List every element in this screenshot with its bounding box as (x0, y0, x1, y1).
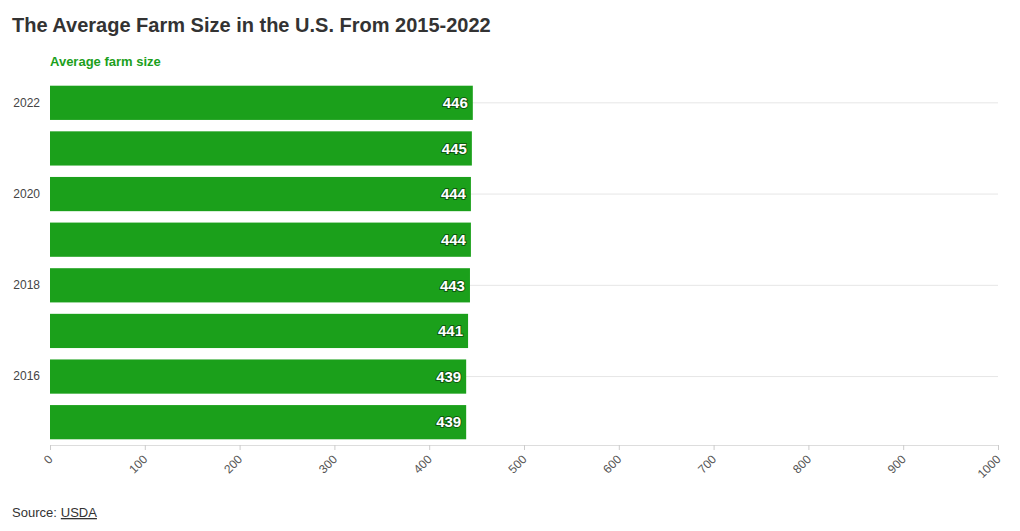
x-tick: 400 (411, 445, 435, 476)
x-tick-label: 0 (41, 452, 56, 467)
title: The Average Farm Size in the U.S. From 2… (12, 14, 491, 36)
y-tick-label: 2018 (13, 278, 40, 292)
x-tick-label: 1000 (975, 452, 1004, 481)
y-tick: 2016 (13, 369, 40, 383)
source-link[interactable]: USDA (61, 505, 97, 520)
data-label: 444 (441, 231, 467, 248)
chart: The Average Farm Size in the U.S. From 2… (0, 0, 1020, 531)
data-label: 445 (442, 140, 467, 157)
bars (50, 86, 473, 440)
bar (50, 359, 466, 393)
x-tick: 900 (885, 445, 909, 476)
bar (50, 223, 471, 257)
x-tick-label: 100 (126, 452, 150, 476)
x-tick-label: 300 (316, 452, 340, 476)
y-tick: 2022 (13, 96, 40, 110)
x-tick-label: 400 (411, 452, 435, 476)
x-tick: 200 (221, 445, 245, 476)
x-tick-label: 900 (885, 452, 909, 476)
x-axis: 0 100 200 300 400 500 600 700 800 900 1000 (41, 445, 1004, 481)
x-tick-label: 500 (506, 452, 530, 476)
bar (50, 177, 471, 211)
x-tick-mark (145, 445, 146, 450)
x-tick: 100 (126, 445, 150, 476)
x-tick: 300 (316, 445, 340, 476)
data-label: 439 (436, 413, 461, 430)
x-tick-mark (714, 445, 715, 450)
grid (50, 103, 998, 377)
bar (50, 405, 466, 439)
x-tick-label: 600 (600, 452, 624, 476)
x-axis-line (51, 446, 999, 451)
x-tick-mark (50, 445, 51, 450)
x-tick-label: 800 (790, 452, 814, 476)
x-tick-mark (998, 445, 999, 450)
y-tick-label: 2022 (13, 96, 40, 110)
y-tick-label: 2020 (13, 187, 40, 201)
x-tick-mark (903, 445, 904, 450)
data-label: 444 (441, 185, 467, 202)
source: Source: USDA (12, 505, 97, 520)
y-axis: 2022 2020 2018 2016 (13, 96, 40, 384)
data-label: 446 (443, 94, 468, 111)
x-tick: 700 (695, 445, 719, 476)
y-tick: 2018 (13, 278, 40, 292)
x-tick-mark (524, 445, 525, 450)
data-label: 441 (438, 322, 463, 339)
data-label: 439 (436, 368, 461, 385)
bar (50, 314, 468, 348)
bar (50, 86, 473, 120)
x-tick: 500 (506, 445, 530, 476)
x-tick-mark (429, 445, 430, 450)
x-tick: 600 (600, 445, 624, 476)
x-tick-mark (808, 445, 809, 450)
x-tick: 0 (41, 445, 56, 467)
x-tick-mark (240, 445, 241, 450)
subtitle: Average farm size (50, 54, 161, 69)
plot: 0 100 200 300 400 500 600 700 800 900 1000 2022 2020… (13, 86, 1004, 481)
data-label: 443 (440, 277, 465, 294)
x-tick-label: 200 (221, 452, 245, 476)
x-tick-label: 700 (695, 452, 719, 476)
data-labels: 446 445 444 444 443 441 439 439 (436, 94, 468, 430)
bar (50, 268, 470, 302)
x-tick: 1000 (975, 445, 1004, 481)
x-tick: 800 (790, 445, 814, 476)
x-tick-mark (619, 445, 620, 450)
y-tick: 2020 (13, 187, 40, 201)
y-tick-label: 2016 (13, 369, 40, 383)
bar (50, 131, 472, 165)
x-tick-mark (334, 445, 335, 450)
source-label: Source: (12, 505, 57, 520)
